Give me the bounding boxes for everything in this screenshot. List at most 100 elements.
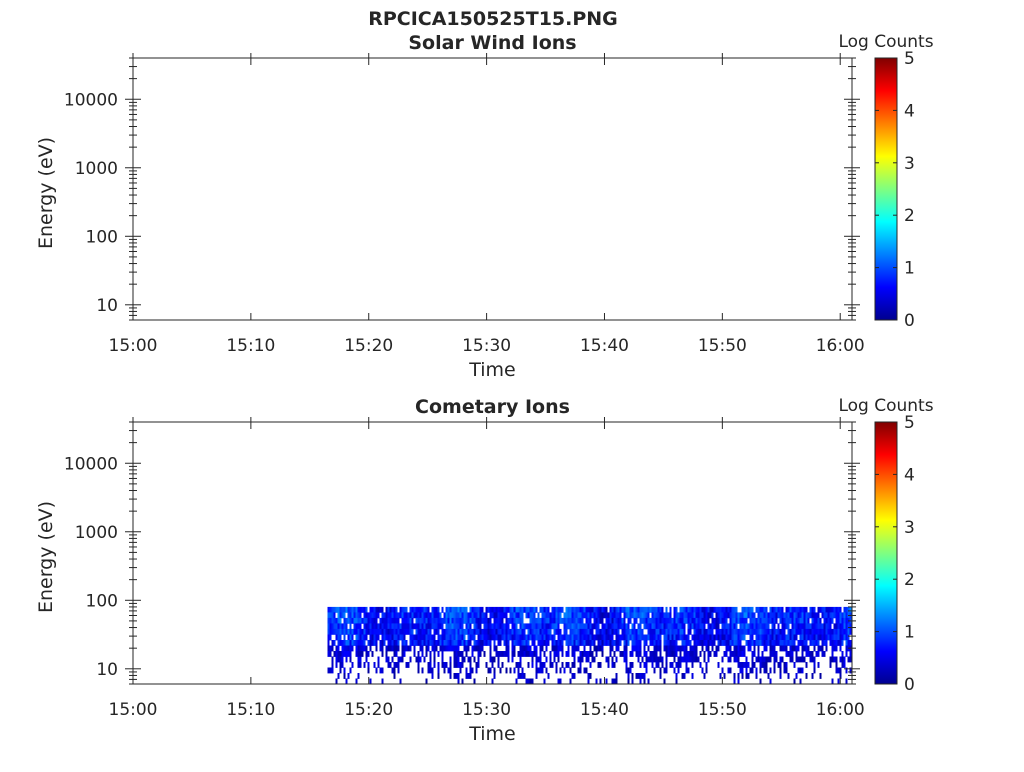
heatmap-cell [603, 640, 606, 646]
heatmap-cell [587, 656, 590, 663]
heatmap-cell [329, 628, 332, 635]
heatmap-cell [555, 662, 558, 668]
heatmap-cell [639, 612, 642, 619]
heatmap-cell [447, 645, 450, 652]
heatmap-cell [429, 656, 432, 663]
heatmap-cell [771, 645, 774, 652]
heatmap-cell [527, 606, 530, 613]
heatmap-cell [703, 606, 706, 613]
heatmap-cell [553, 623, 556, 630]
heatmap-cell [559, 678, 562, 685]
heatmap-cell [453, 612, 456, 619]
heatmap-cell [583, 612, 586, 619]
heatmap-cell [493, 617, 496, 624]
heatmap-cell [377, 656, 380, 663]
heatmap-cell [671, 640, 674, 646]
heatmap-cell [623, 617, 626, 624]
heatmap-cell [545, 634, 548, 641]
heatmap-cell [559, 612, 562, 619]
heatmap-cell [439, 612, 442, 619]
heatmap-cell [653, 617, 656, 624]
heatmap-cell [707, 651, 710, 657]
heatmap-cell [569, 667, 572, 674]
heatmap-cell [389, 662, 392, 668]
heatmap-cell [813, 645, 816, 652]
heatmap-cell [811, 606, 814, 613]
heatmap-cell [799, 656, 802, 663]
heatmap-cell [561, 606, 564, 613]
heatmap-cell [673, 606, 676, 613]
heatmap-cell [553, 651, 556, 657]
heatmap-cell [501, 612, 504, 619]
heatmap-cell [395, 612, 398, 619]
heatmap-cell [687, 667, 690, 674]
heatmap-cell [521, 673, 524, 679]
heatmap-cell [749, 667, 752, 674]
heatmap-cell [331, 662, 334, 668]
heatmap-cell [603, 628, 606, 635]
heatmap-cell [537, 667, 540, 674]
heatmap-cell [381, 645, 384, 652]
heatmap-cell [633, 640, 636, 646]
heatmap-cell [801, 640, 804, 646]
heatmap-cell [805, 612, 808, 619]
heatmap-cell [485, 634, 488, 641]
heatmap-cell [749, 612, 752, 619]
heatmap-cell [637, 656, 640, 663]
heatmap-cell [659, 623, 662, 630]
heatmap-cell [505, 667, 508, 674]
heatmap-cell [725, 606, 728, 613]
heatmap-cell [577, 623, 580, 630]
heatmap-cell [633, 612, 636, 619]
heatmap-cell [461, 612, 464, 619]
heatmap-cell [725, 640, 728, 646]
heatmap-cell [751, 640, 754, 646]
heatmap-cell [731, 606, 734, 613]
heatmap-cell [483, 617, 486, 624]
heatmap-cell [361, 640, 364, 646]
heatmap-cell [647, 645, 650, 652]
heatmap-cell [709, 628, 712, 635]
heatmap-cell [699, 606, 702, 613]
heatmap-cell [535, 673, 538, 679]
heatmap-cell [673, 640, 676, 646]
heatmap-cell [751, 656, 754, 663]
heatmap-cell [327, 640, 330, 646]
heatmap-cell [383, 628, 386, 635]
heatmap-cell [833, 634, 836, 641]
heatmap-cell [623, 623, 626, 630]
heatmap-cell [557, 640, 560, 646]
heatmap-cell [557, 656, 560, 663]
heatmap-cell [809, 640, 812, 646]
heatmap-cell [475, 640, 478, 646]
heatmap-cell [693, 612, 696, 619]
heatmap-cell [759, 640, 762, 646]
heatmap-cell [511, 612, 514, 619]
heatmap-cell [633, 606, 636, 613]
heatmap-cell [759, 628, 762, 635]
heatmap-cell [531, 612, 534, 619]
heatmap-cell [373, 640, 376, 646]
heatmap-cell [459, 612, 462, 619]
heatmap-cell [401, 606, 404, 613]
heatmap-cell [429, 667, 432, 674]
heatmap-cell [727, 634, 730, 641]
heatmap-cell [773, 606, 776, 613]
heatmap-cell [345, 656, 348, 663]
heatmap-cell [789, 617, 792, 624]
heatmap-cell [559, 617, 562, 624]
heatmap-cell [791, 656, 794, 663]
heatmap-cell [459, 667, 462, 674]
heatmap-cell [701, 667, 704, 674]
heatmap-cell [763, 640, 766, 646]
heatmap-cell [437, 612, 440, 619]
heatmap-cell [711, 612, 714, 619]
heatmap-cell [839, 606, 842, 613]
heatmap-cell [785, 617, 788, 624]
heatmap-cell [785, 623, 788, 630]
heatmap-cell [815, 623, 818, 630]
heatmap-cell [529, 678, 532, 685]
heatmap-cell [567, 634, 570, 641]
heatmap-cell [649, 606, 652, 613]
